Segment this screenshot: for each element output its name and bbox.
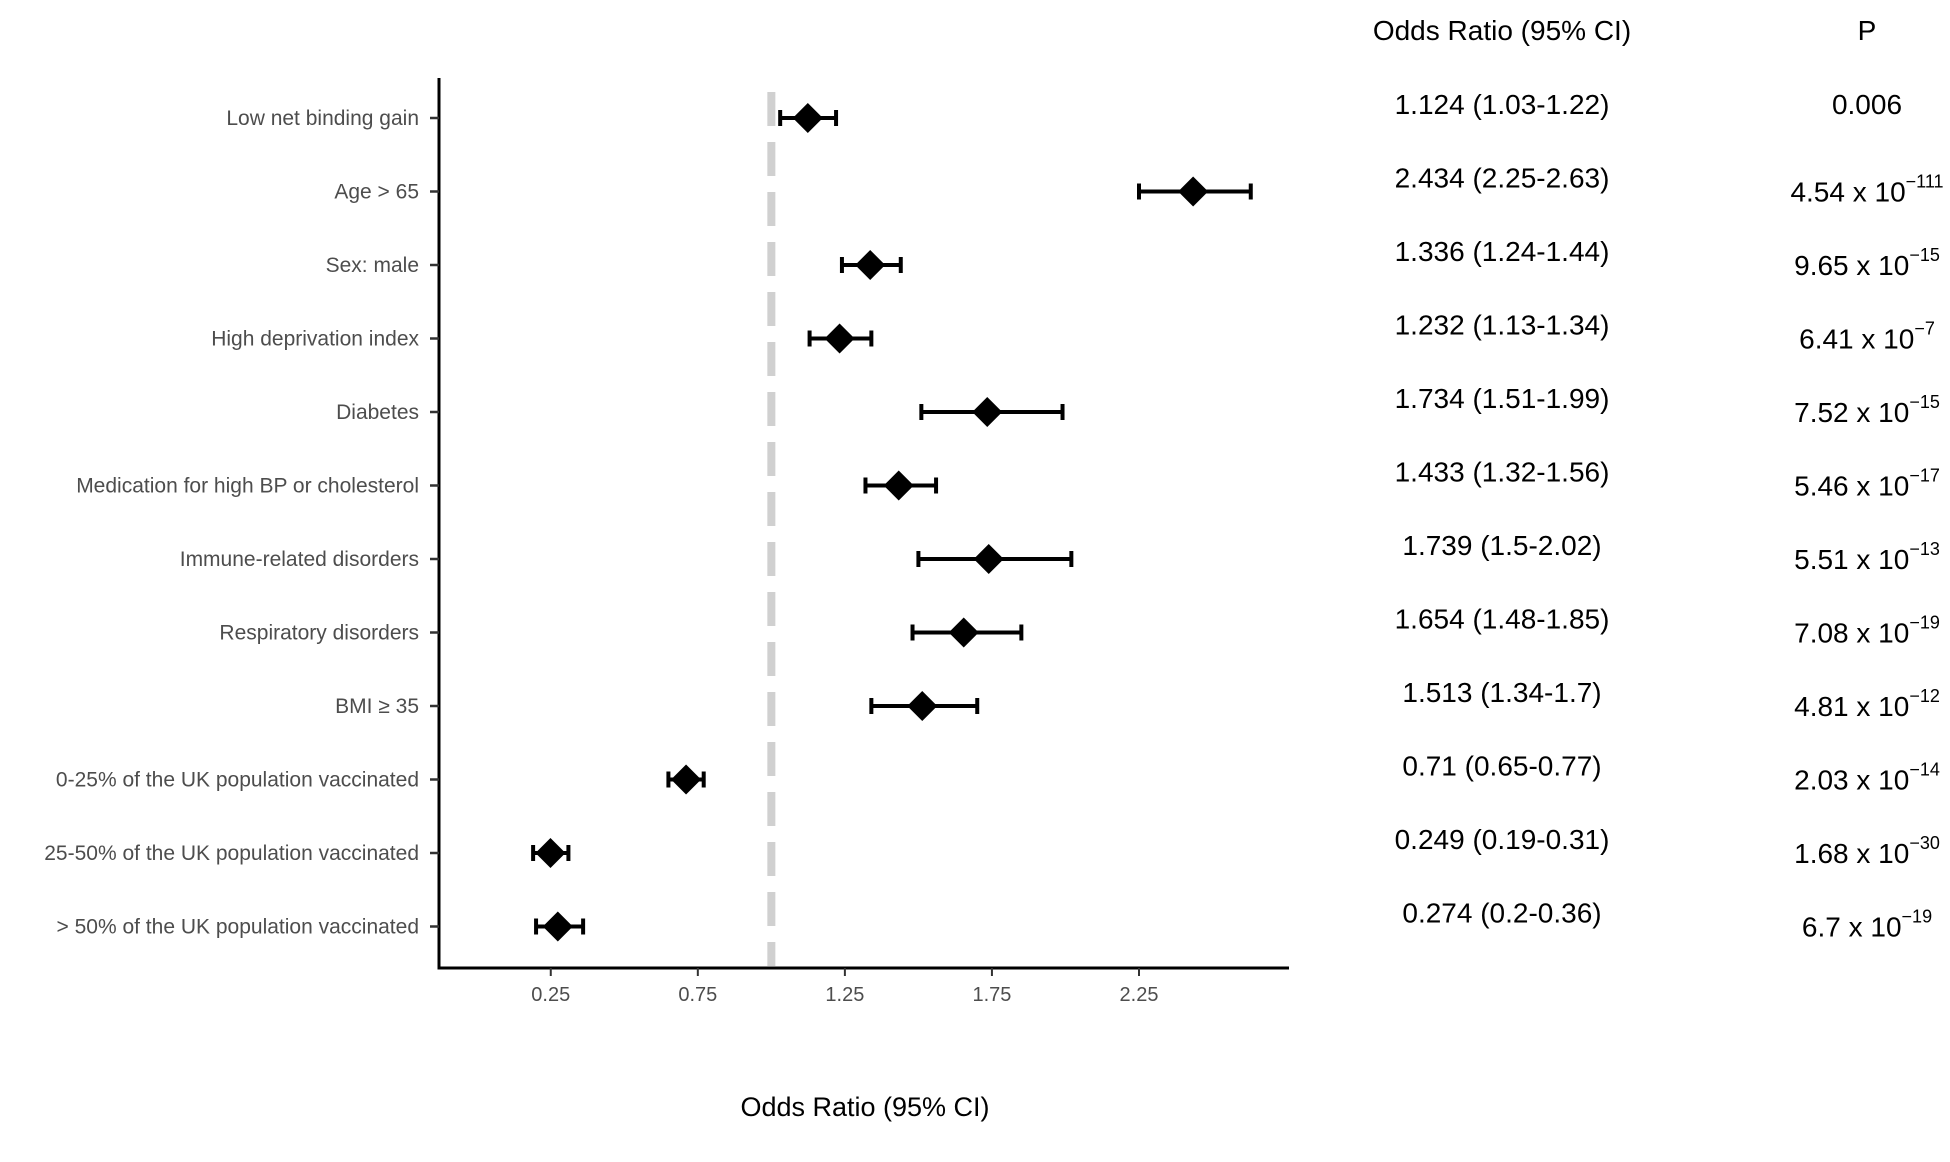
or-value: 1.336 (1.24-1.44) (1395, 236, 1610, 267)
p-value: 7.08 x 10−19 (1794, 613, 1940, 649)
p-value: 6.41 x 10−7 (1799, 319, 1935, 355)
p-value-base: 0.006 (1832, 89, 1902, 120)
or-point (973, 544, 1004, 574)
row-label: Medication for high BP or cholesterol (76, 475, 419, 498)
or-value: 2.434 (2.25-2.63) (1395, 163, 1610, 194)
or-value: 1.654 (1.48-1.85) (1395, 604, 1610, 635)
or-value: 0.274 (0.2-0.36) (1402, 898, 1601, 929)
p-value-exponent: −13 (1909, 539, 1940, 559)
or-value: 1.433 (1.32-1.56) (1395, 457, 1610, 488)
p-value: 7.52 x 10−15 (1794, 392, 1940, 428)
row-label: Immune-related disorders (180, 548, 419, 571)
p-value: 6.7 x 10−19 (1802, 907, 1932, 943)
row-label: BMI ≥ 35 (335, 695, 419, 718)
p-value-base: 5.46 x 10 (1794, 471, 1909, 502)
p-value-exponent: −19 (1909, 613, 1940, 633)
p-value-exponent: −15 (1909, 392, 1940, 412)
p-value-exponent: −15 (1909, 245, 1940, 265)
p-value-exponent: −30 (1909, 833, 1940, 853)
x-tick-label: 1.25 (825, 984, 864, 1006)
row-label: Age > 65 (334, 181, 419, 204)
or-point (792, 103, 823, 133)
p-value-exponent: −14 (1909, 760, 1940, 780)
or-point (948, 617, 979, 648)
p-value: 9.65 x 10−15 (1794, 245, 1940, 281)
x-tick-label: 0.75 (678, 984, 717, 1006)
p-value-base: 5.51 x 10 (1794, 544, 1909, 575)
or-column-header: Odds Ratio (95% CI) (1373, 15, 1631, 46)
p-value-base: 2.03 x 10 (1794, 765, 1909, 796)
row-label: Low net binding gain (226, 107, 419, 130)
p-value-base: 6.7 x 10 (1802, 912, 1902, 943)
p-value-base: 6.41 x 10 (1799, 324, 1914, 355)
or-value: 1.513 (1.34-1.7) (1402, 677, 1601, 708)
p-value-base: 7.08 x 10 (1794, 618, 1909, 649)
or-point (535, 838, 566, 868)
x-axis-title: Odds Ratio (95% CI) (740, 1092, 989, 1122)
row-label: Sex: male (326, 254, 419, 277)
p-value-exponent: −19 (1902, 907, 1933, 927)
or-value: 0.71 (0.65-0.77) (1402, 751, 1601, 782)
p-value-exponent: −111 (1906, 172, 1944, 192)
p-value-base: 9.65 x 10 (1794, 250, 1909, 281)
x-tick-label: 1.75 (972, 984, 1011, 1006)
or-point (907, 691, 938, 721)
or-point (671, 764, 702, 795)
p-value: 2.03 x 10−14 (1794, 760, 1940, 796)
p-column-header: P (1858, 15, 1877, 46)
or-point (542, 911, 573, 942)
p-value-base: 1.68 x 10 (1794, 838, 1909, 869)
or-point (1178, 176, 1209, 207)
row-label: Diabetes (336, 401, 419, 424)
p-value-exponent: −12 (1909, 686, 1940, 706)
or-point (855, 250, 886, 280)
p-value: 4.54 x 10−111 (1790, 172, 1943, 208)
or-value: 1.734 (1.51-1.99) (1395, 383, 1610, 414)
x-tick-label: 0.25 (531, 984, 570, 1006)
p-value-exponent: −7 (1914, 319, 1935, 339)
p-value-base: 7.52 x 10 (1794, 397, 1909, 428)
p-value-exponent: −17 (1909, 466, 1940, 486)
p-value: 5.46 x 10−17 (1794, 466, 1940, 502)
x-tick-label: 2.25 (1120, 984, 1159, 1006)
p-value-base: 4.54 x 10 (1790, 177, 1905, 208)
p-value-base: 4.81 x 10 (1794, 691, 1909, 722)
p-value: 5.51 x 10−13 (1794, 539, 1940, 575)
or-value: 1.232 (1.13-1.34) (1395, 310, 1610, 341)
row-label: Respiratory disorders (219, 622, 419, 645)
p-value: 1.68 x 10−30 (1794, 833, 1940, 869)
row-label: 0-25% of the UK population vaccinated (56, 769, 419, 792)
or-point (883, 470, 914, 501)
or-point (824, 323, 855, 354)
p-value: 0.006 (1832, 89, 1902, 120)
row-label: High deprivation index (211, 328, 419, 351)
row-label: > 50% of the UK population vaccinated (57, 916, 420, 939)
p-value: 4.81 x 10−12 (1794, 686, 1940, 722)
or-value: 0.249 (0.19-0.31) (1395, 824, 1610, 855)
or-point (972, 397, 1003, 427)
row-label: 25-50% of the UK population vaccinated (44, 842, 419, 865)
or-value: 1.739 (1.5-2.02) (1402, 530, 1601, 561)
or-value: 1.124 (1.03-1.22) (1395, 89, 1610, 120)
